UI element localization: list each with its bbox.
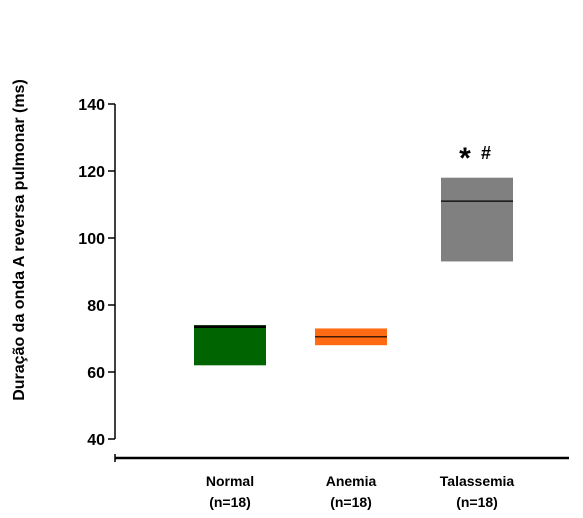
category-label: Normal	[206, 473, 254, 489]
annotations: * #	[459, 142, 491, 175]
boxes	[194, 177, 513, 366]
y-tick-label: 40	[87, 432, 105, 449]
significance-star: *	[459, 142, 471, 175]
box-normal	[194, 325, 266, 366]
significance-hash: #	[481, 143, 491, 163]
y-tick-label: 140	[78, 97, 105, 114]
y-axis-title-group: Duração da onda A reversa pulmonar (ms)	[11, 79, 28, 401]
category-labels: Normal (n=18) Anemia (n=18) Talassemia (n=18)	[206, 473, 515, 510]
category-label: Anemia	[326, 473, 377, 489]
y-tick-label: 60	[87, 365, 105, 382]
category-n-label: (n=18)	[209, 494, 251, 510]
y-tick-label: 120	[78, 164, 105, 181]
y-tick-label: 100	[78, 231, 105, 248]
y-tick-label: 80	[87, 298, 105, 315]
y-axis-title: Duração da onda A reversa pulmonar (ms)	[11, 79, 28, 401]
category-label: Talassemia	[440, 473, 515, 489]
category-n-label: (n=18)	[456, 494, 498, 510]
axes	[114, 104, 569, 462]
box-talassemia	[441, 177, 513, 262]
category-n-label: (n=18)	[330, 494, 372, 510]
y-ticks: 40 60 80 100 120 140	[78, 97, 115, 449]
